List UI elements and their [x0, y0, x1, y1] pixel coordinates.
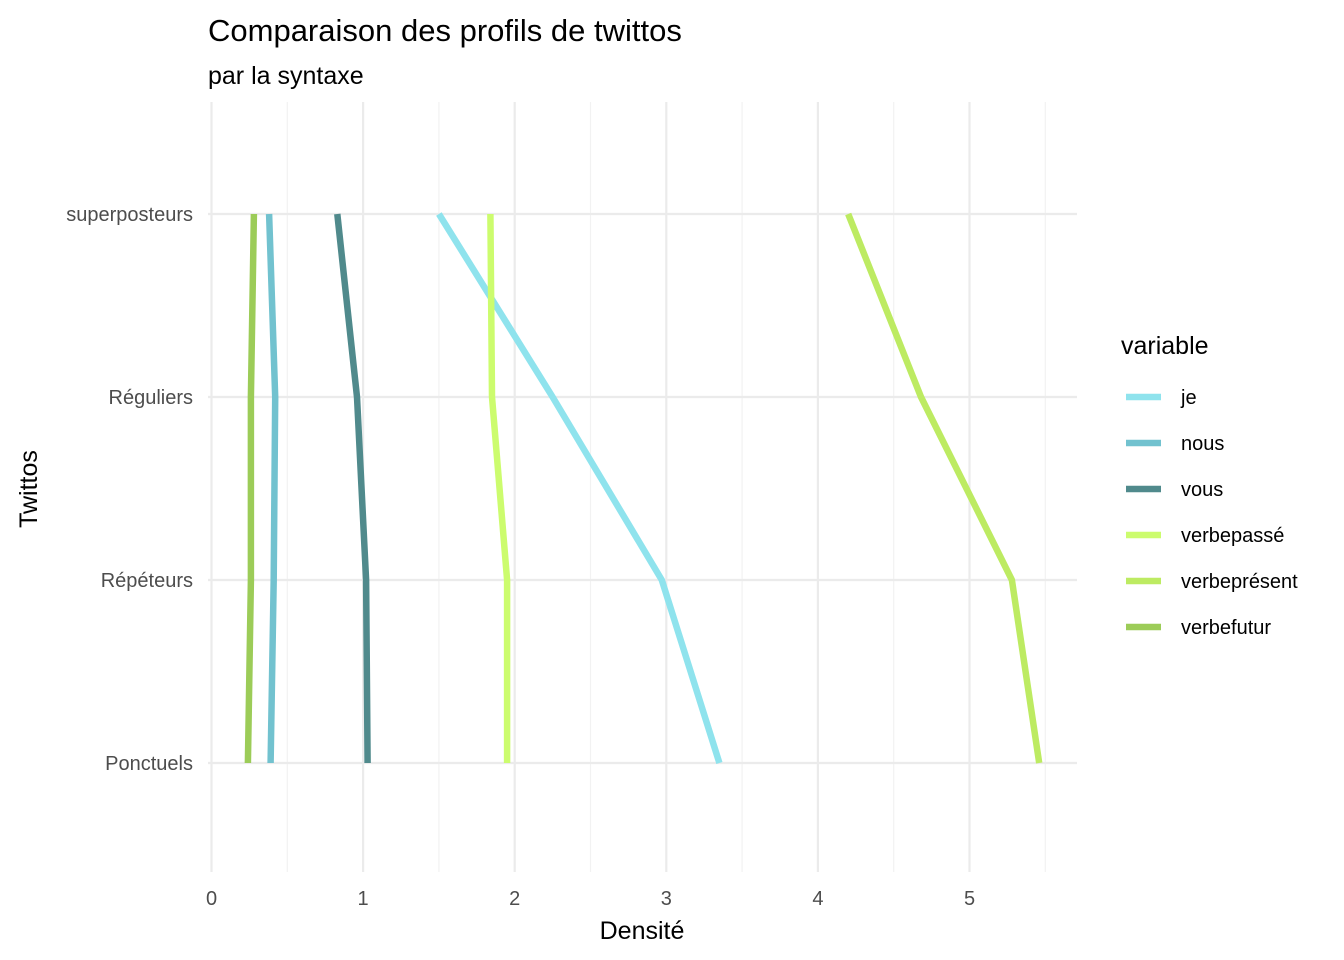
series-line-5 — [845, 212, 1043, 764]
legend-label: nous — [1181, 433, 1224, 455]
y-axis-title: Twittos — [15, 450, 43, 528]
legend-label: verbepassé — [1181, 525, 1284, 547]
series-line-1 — [436, 212, 723, 764]
series-line-4 — [487, 213, 511, 763]
series-line-2 — [265, 213, 279, 764]
x-tick-label: 4 — [812, 888, 823, 910]
x-tick-label: 0 — [206, 888, 217, 910]
x-axis-title: Densité — [600, 917, 685, 945]
legend-title: variable — [1121, 332, 1209, 360]
y-tick-label: superposteurs — [66, 204, 193, 226]
x-tick-label: 5 — [964, 888, 975, 910]
chart-subtitle: par la syntaxe — [208, 62, 364, 90]
series-lines — [244, 212, 1043, 764]
y-tick-label: Répéteurs — [101, 570, 193, 592]
x-tick-label: 1 — [358, 888, 369, 910]
series-line-6 — [244, 213, 258, 764]
x-tick-label: 2 — [509, 888, 520, 910]
x-tick-label: 3 — [661, 888, 672, 910]
legend-label: vous — [1181, 479, 1223, 501]
y-tick-label: Ponctuels — [105, 753, 193, 775]
grid — [208, 102, 1077, 872]
series-line-3 — [334, 213, 371, 764]
y-axis-ticks: Ponctuels Répéteurs Réguliers superposteurs — [66, 204, 193, 775]
legend-label: je — [1180, 387, 1197, 409]
legend: variable je nous vous verbepassé verbeprésen… — [1121, 332, 1298, 639]
legend-label: verbefutur — [1181, 617, 1271, 639]
x-axis-ticks: 0 1 2 3 4 5 — [206, 888, 975, 910]
chart-title: Comparaison des profils de twittos — [208, 13, 682, 48]
legend-label: verbeprésent — [1181, 571, 1298, 593]
y-tick-label: Réguliers — [109, 387, 193, 409]
